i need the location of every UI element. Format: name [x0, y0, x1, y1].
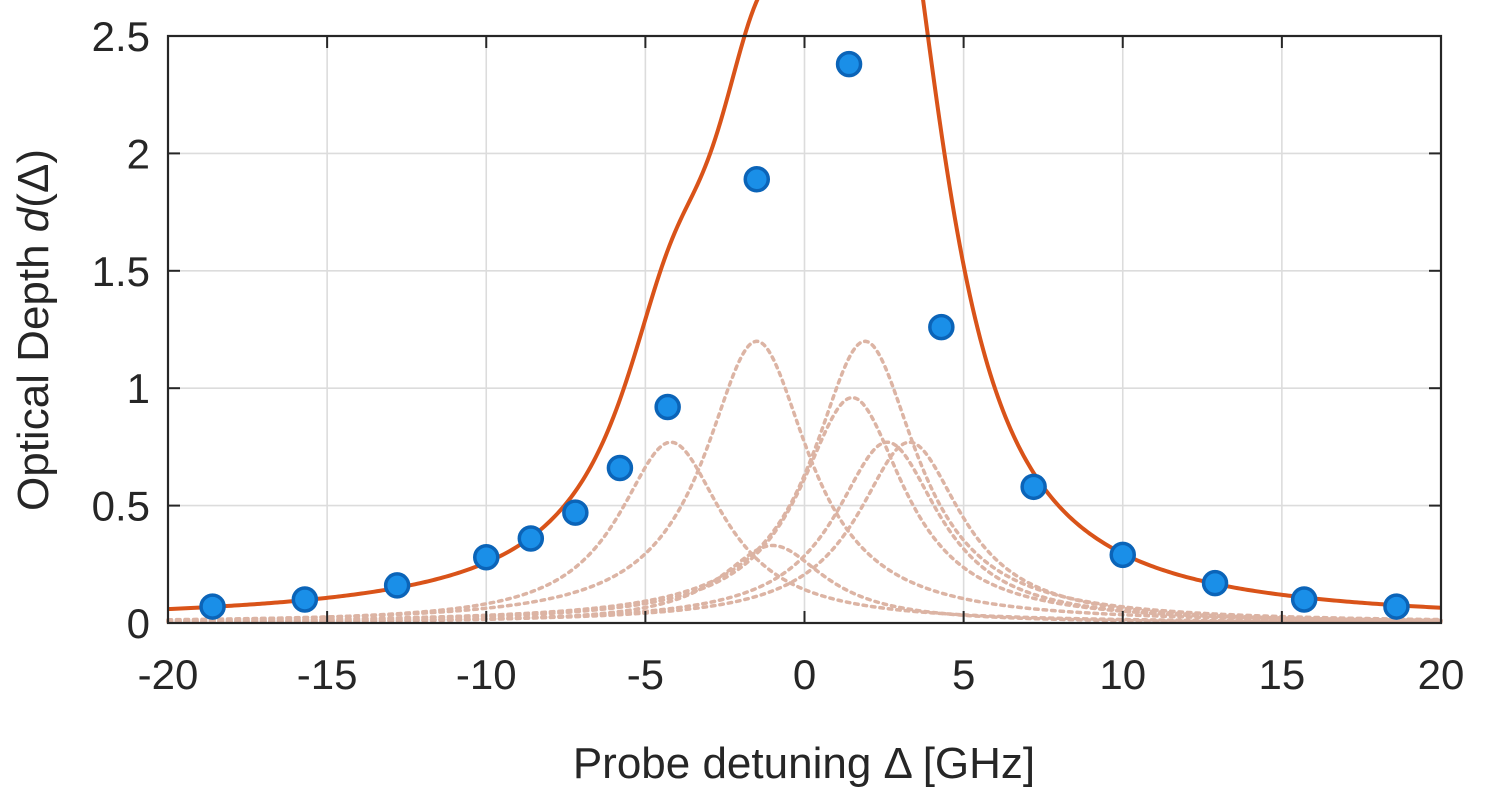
x-tick-label: -20 — [138, 651, 199, 698]
fit-components — [166, 339, 1443, 625]
data-point — [291, 586, 319, 613]
fit-line — [167, 0, 1442, 612]
y-axis-title: Optical Depth d(Δ) — [9, 149, 58, 511]
data-point — [743, 165, 771, 193]
data-point — [1383, 593, 1410, 620]
y-tick-label: 1 — [127, 365, 150, 412]
y-tick-label: 1.5 — [92, 248, 150, 295]
x-tick-label: -5 — [627, 651, 664, 698]
data-point — [835, 50, 863, 78]
data-point — [383, 572, 411, 599]
fit-line-group — [167, 0, 1442, 612]
y-tick-labels: 0 0.5 1 1.5 2 2.5 — [92, 13, 150, 647]
data-point — [1020, 473, 1047, 501]
data-point — [606, 454, 634, 482]
data-point — [473, 544, 500, 571]
y-tick-label: 2.5 — [92, 13, 150, 60]
x-tick-label: 10 — [1099, 651, 1146, 698]
data-point — [1290, 586, 1318, 613]
x-tick-label: 15 — [1259, 651, 1306, 698]
x-tick-label: -10 — [456, 651, 517, 698]
y-tick-label: 2 — [127, 130, 150, 177]
data-point — [199, 593, 226, 620]
data-point — [517, 525, 545, 552]
y-tick-label: 0 — [127, 600, 150, 647]
x-axis-title: Probe detuning Δ [GHz] — [573, 739, 1035, 788]
y-axis-title-suffix: (Δ) — [9, 149, 58, 208]
y-axis-title-variable: d — [9, 206, 58, 232]
x-tick-label: 5 — [952, 651, 975, 698]
data-point — [654, 393, 681, 421]
data-point — [928, 313, 955, 341]
y-axis-title-prefix: Optical Depth — [9, 232, 58, 511]
x-tick-label: 20 — [1418, 651, 1465, 698]
axes — [166, 34, 1443, 625]
grid — [168, 36, 1441, 623]
data-point — [1109, 541, 1136, 569]
data-point — [1201, 569, 1229, 597]
y-tick-label: 0.5 — [92, 483, 150, 530]
x-tick-labels: -20 -15 -10 -5 0 5 10 15 20 — [138, 651, 1465, 698]
component-curve-3 — [166, 440, 1443, 624]
x-tick-label: 0 — [793, 651, 816, 698]
component-curve-7 — [166, 440, 1443, 624]
data-points — [199, 50, 1410, 620]
data-point — [562, 499, 589, 526]
x-tick-label: -15 — [297, 651, 358, 698]
